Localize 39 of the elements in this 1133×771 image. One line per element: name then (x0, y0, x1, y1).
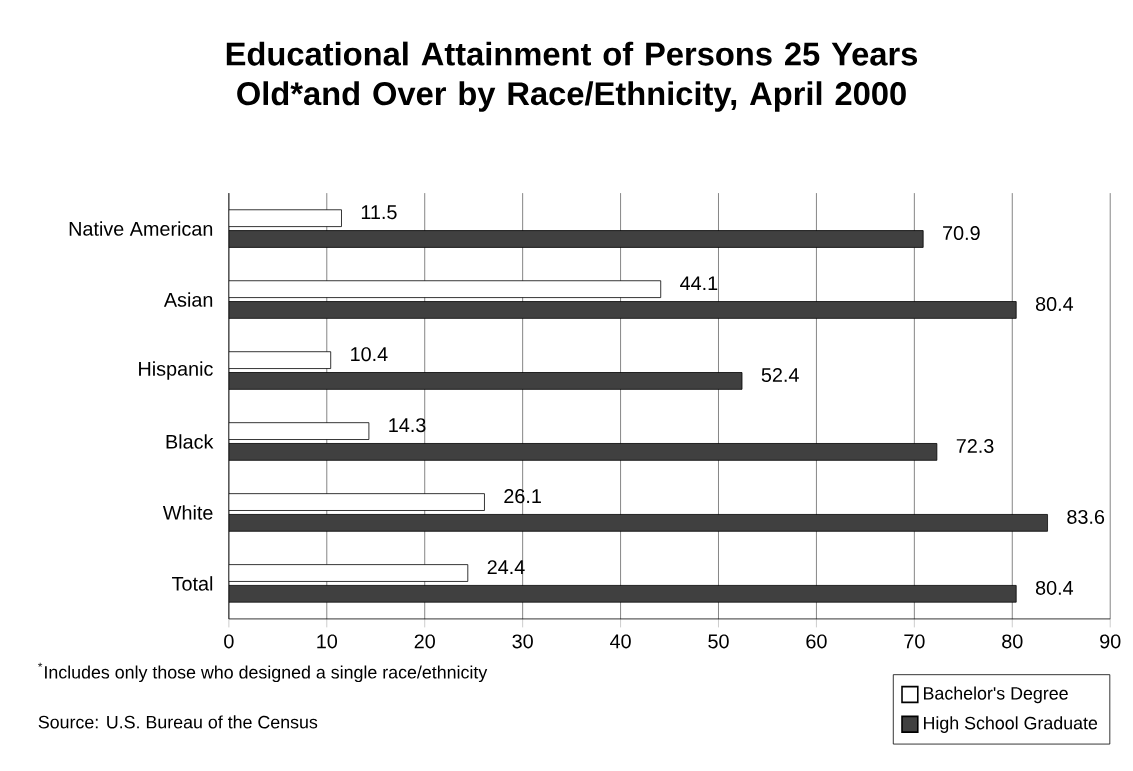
x-tick-label: 0 (224, 634, 234, 649)
bar (228, 229, 924, 248)
x-tick-label: 40 (610, 634, 631, 649)
y-tick-label: Total (172, 575, 213, 591)
x-tick-label: 20 (414, 634, 435, 649)
data-label: 80.4 (1035, 296, 1074, 311)
data-label: 70.9 (943, 225, 980, 240)
source-note: Source: U.S. Bureau of the Census (38, 715, 318, 729)
data-label: 26.1 (504, 488, 541, 503)
y-tick-label: Native American (69, 221, 213, 236)
legend-label: Bachelor's Degree (924, 686, 1068, 703)
data-label: 10.4 (351, 346, 388, 361)
data-label: 24.4 (487, 559, 525, 574)
legend-label: High School Graduate (924, 716, 1098, 733)
bar (228, 300, 1017, 319)
x-tick-label: 50 (708, 634, 729, 649)
text: $^{*}$Includes only those who designed a single race/ethnicity (38, 662, 488, 682)
bar (228, 442, 938, 461)
x-tick-label: 30 (512, 634, 533, 649)
data-label: 72.3 (956, 438, 994, 453)
y-tick-label: Hispanic (139, 361, 213, 380)
x-tick-label: 60 (806, 634, 827, 649)
y-tick-label: Asian (163, 292, 213, 307)
x-tick-label: 70 (904, 634, 925, 649)
bar (228, 513, 1048, 532)
bar (228, 371, 743, 390)
data-label: 83.6 (1067, 509, 1105, 524)
x-tick-label: 10 (317, 634, 338, 649)
x-tick-label: 90 (1100, 634, 1121, 649)
data-label: 80.4 (1035, 580, 1074, 595)
data-label: 11.5 (361, 205, 397, 219)
y-tick-label: Black (166, 434, 214, 449)
data-label: 14.3 (389, 417, 426, 432)
data-label: 44.1 (680, 276, 718, 290)
y-tick-label: White (162, 504, 213, 520)
chart-title: Educational Attainment of Persons 25 Years Old*and Over by Race/Ethnicity, April 2000 (226, 41, 918, 112)
data-label: 52.4 (761, 367, 799, 382)
bar (228, 584, 1017, 603)
x-tick-label: 80 (1002, 634, 1023, 649)
